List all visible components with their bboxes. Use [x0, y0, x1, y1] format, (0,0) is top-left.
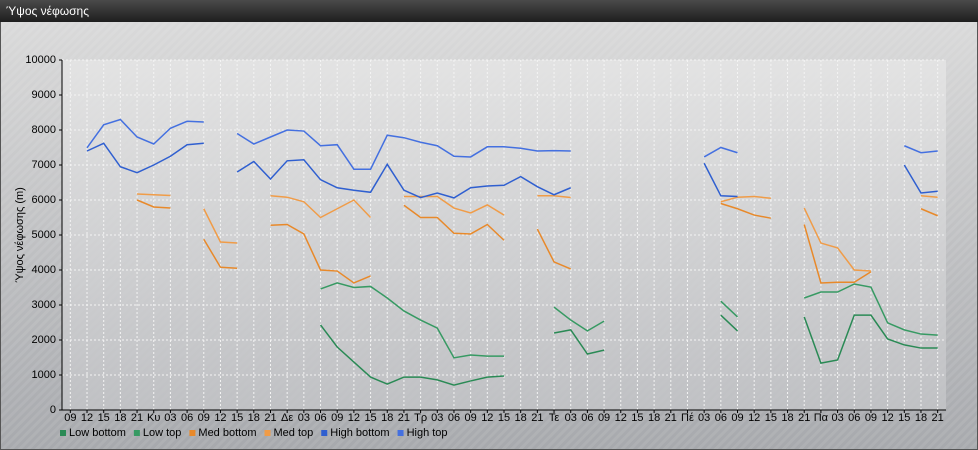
x-tick-label: 18 — [515, 412, 527, 424]
x-tick-label: 12 — [881, 412, 893, 424]
y-tick-label: 9000 — [32, 89, 56, 101]
legend-swatch — [189, 430, 196, 436]
x-tick-label: Τρ — [414, 412, 427, 424]
legend-swatch — [133, 430, 140, 436]
x-tick-label: 06 — [448, 412, 460, 424]
x-tick-label: 21 — [798, 412, 810, 424]
y-tick-label: 7000 — [32, 159, 56, 171]
x-tick-label: 06 — [581, 412, 593, 424]
x-tick-label: 12 — [214, 412, 226, 424]
x-tick-label: 09 — [64, 412, 76, 424]
x-tick-label: 18 — [114, 412, 126, 424]
title-bar — [0, 0, 978, 22]
x-tick-label: 15 — [364, 412, 376, 424]
x-tick-label: Κυ — [147, 412, 160, 424]
y-tick-label: 8000 — [32, 124, 56, 136]
line-series — [319, 314, 938, 386]
legend-label: Low bottom — [69, 427, 126, 439]
x-tick-label: 21 — [131, 412, 143, 424]
legend-label: Med top — [274, 427, 314, 439]
legend-swatch — [60, 430, 66, 436]
x-tick-label: 09 — [865, 412, 877, 424]
y-tick-label: 1000 — [32, 369, 56, 381]
x-tick-label: 12 — [615, 412, 627, 424]
line-series — [320, 282, 938, 359]
panel-title: Ύψος νέφωσης — [6, 4, 89, 18]
x-tick-label: 15 — [231, 412, 243, 424]
line-series — [86, 118, 938, 170]
x-tick-label: 21 — [264, 412, 276, 424]
x-tick-label: Πέ — [681, 412, 694, 424]
x-tick-label: 09 — [598, 412, 610, 424]
x-tick-label: 21 — [665, 412, 677, 424]
x-tick-label: 03 — [698, 412, 710, 424]
x-tick-label: 18 — [248, 412, 260, 424]
legend-swatch — [264, 430, 271, 436]
x-tick-label: 15 — [631, 412, 643, 424]
x-tick-label: 09 — [331, 412, 343, 424]
x-tick-label: 03 — [164, 412, 176, 424]
x-tick-label: 06 — [848, 412, 860, 424]
x-tick-label: 12 — [481, 412, 493, 424]
y-tick-label: 6000 — [32, 194, 56, 206]
x-tick-label: 03 — [831, 412, 843, 424]
x-tick-label: 15 — [498, 412, 510, 424]
legend-label: Med bottom — [198, 427, 256, 439]
x-tick-label: 15 — [898, 412, 910, 424]
y-axis-label: Ύψος νέφωσης (m) — [14, 187, 26, 283]
x-tick-label: Τε — [549, 412, 560, 424]
x-tick-label: 09 — [198, 412, 210, 424]
line-series — [86, 142, 938, 199]
x-tick-label: 12 — [348, 412, 360, 424]
x-tick-label: 03 — [298, 412, 310, 424]
x-tick-label: 06 — [314, 412, 326, 424]
legend-label: High top — [407, 427, 448, 439]
y-tick-label: 5000 — [32, 229, 56, 241]
x-tick-label: 12 — [81, 412, 93, 424]
line-series — [137, 193, 938, 272]
x-tick-label: 06 — [181, 412, 193, 424]
x-tick-label: Πα — [814, 412, 829, 424]
legend-label: High bottom — [330, 427, 389, 439]
y-tick-label: 3000 — [32, 299, 56, 311]
line-series — [136, 199, 938, 284]
x-tick-label: 18 — [648, 412, 660, 424]
x-tick-label: 21 — [531, 412, 543, 424]
x-tick-label: 18 — [915, 412, 927, 424]
x-tick-label: Δε — [281, 412, 293, 424]
y-tick-label: 4000 — [32, 264, 56, 276]
x-tick-label: 18 — [781, 412, 793, 424]
y-tick-label: 0 — [50, 404, 56, 416]
legend-label: Low top — [143, 427, 182, 439]
x-tick-label: 12 — [748, 412, 760, 424]
x-tick-label: 03 — [431, 412, 443, 424]
x-tick-label: 15 — [765, 412, 777, 424]
x-tick-label: 21 — [398, 412, 410, 424]
x-tick-label: 03 — [565, 412, 577, 424]
y-tick-label: 2000 — [32, 334, 56, 346]
x-tick-label: 06 — [715, 412, 727, 424]
x-tick-label: 09 — [465, 412, 477, 424]
x-tick-label: 15 — [98, 412, 110, 424]
legend-swatch — [397, 430, 404, 436]
x-tick-label: 09 — [731, 412, 743, 424]
x-tick-label: 18 — [381, 412, 393, 424]
x-tick-label: 21 — [932, 412, 944, 424]
legend-swatch — [321, 430, 328, 436]
y-tick-label: 10000 — [25, 54, 56, 66]
